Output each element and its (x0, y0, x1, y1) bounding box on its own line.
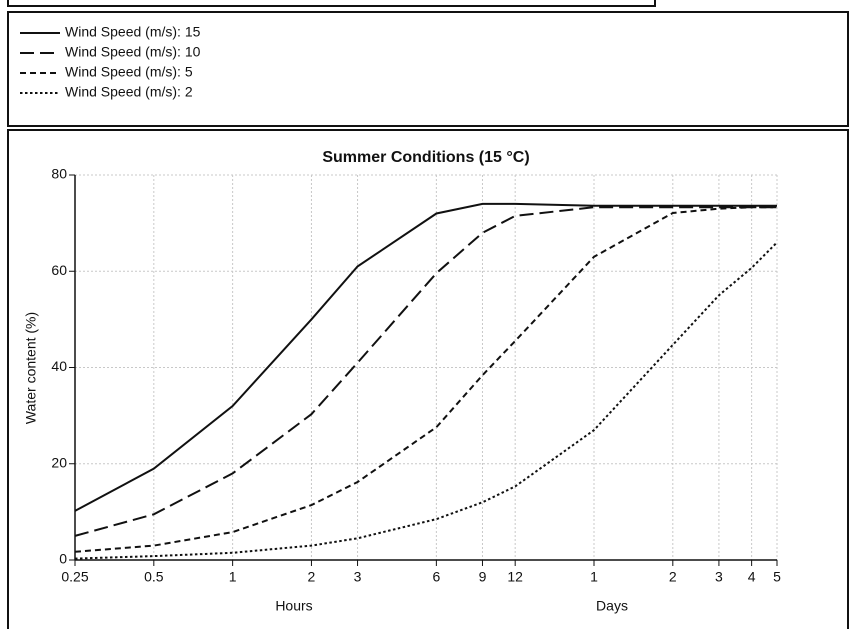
x-tick-label: 12 (507, 569, 523, 585)
y-tick-label: 0 (59, 551, 67, 567)
x-tick-label: 2 (308, 569, 316, 585)
x-tick-label: 4 (748, 569, 756, 585)
y-axis-label: Water content (%) (23, 312, 39, 424)
chart-panel (7, 129, 849, 629)
y-tick-label: 20 (51, 454, 67, 470)
data-line (74, 202, 777, 512)
chart-title: Summer Conditions (15 °C) (322, 149, 529, 166)
x-tick-label: 0.25 (61, 569, 88, 585)
data-line (74, 206, 777, 537)
x-tick-label: 3 (715, 569, 723, 585)
legend-label: Wind Speed (m/s): 15 (65, 24, 201, 40)
x-group-label: Hours (275, 598, 312, 614)
x-tick-label: 6 (432, 569, 440, 585)
legend-panel (7, 11, 849, 127)
legend-label: Wind Speed (m/s): 5 (65, 64, 193, 80)
legend-label: Wind Speed (m/s): 2 (65, 84, 193, 100)
legend-label: Wind Speed (m/s): 10 (65, 44, 201, 60)
x-tick-label: 0.5 (144, 569, 164, 585)
x-tick-label: 5 (773, 569, 781, 585)
y-tick-label: 60 (51, 262, 67, 278)
x-tick-label: 2 (669, 569, 677, 585)
y-tick-label: 40 (51, 358, 67, 374)
x-group-label: Days (596, 598, 628, 614)
y-tick-label: 80 (51, 166, 67, 182)
x-tick-label: 1 (590, 569, 598, 585)
x-tick-label: 3 (354, 569, 362, 585)
data-line (74, 241, 778, 560)
top-panel (7, 0, 656, 7)
x-tick-label: 9 (479, 569, 487, 585)
x-tick-label: 1 (229, 569, 237, 585)
